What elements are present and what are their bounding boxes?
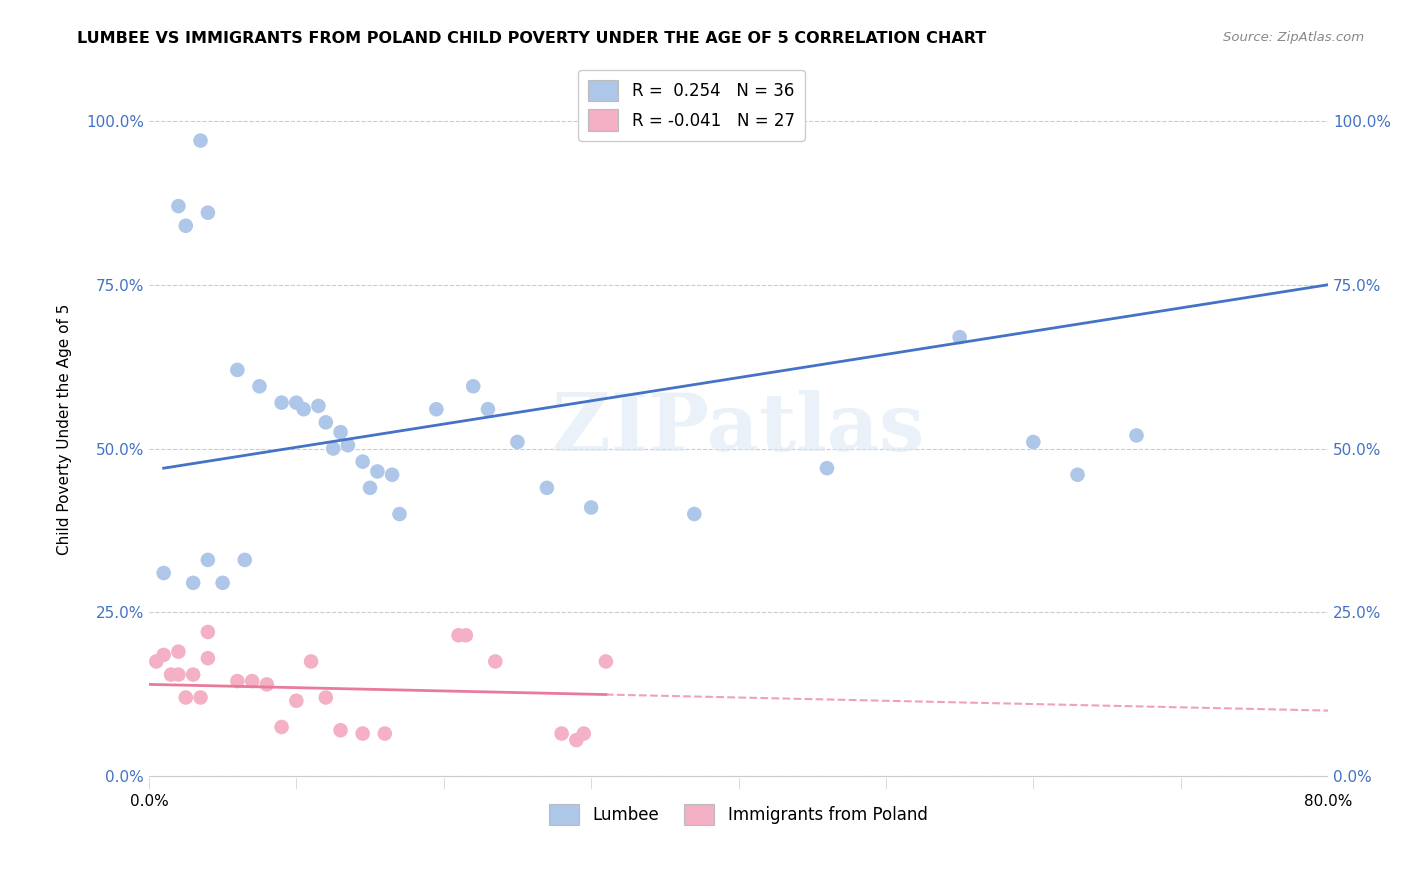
Point (174, 690, 197, 705)
Point (233, 553, 256, 567)
Point (1066, 467, 1088, 482)
Point (174, 219, 197, 233)
Point (454, 628, 477, 642)
Point (299, 655, 322, 669)
Point (447, 628, 470, 642)
Point (463, 379, 485, 393)
Point (381, 467, 404, 482)
Point (477, 402, 499, 417)
Point (197, 205, 219, 219)
Point (329, 723, 352, 738)
Point (352, 726, 374, 740)
Point (315, 415, 337, 429)
Point (322, 442, 344, 456)
Point (285, 694, 308, 708)
Point (270, 395, 292, 409)
Point (197, 624, 219, 639)
Point (285, 395, 308, 409)
Point (388, 507, 411, 521)
Point (352, 455, 374, 469)
Point (211, 575, 233, 590)
Point (240, 674, 263, 689)
Point (536, 481, 558, 495)
Point (315, 690, 337, 705)
Point (249, 379, 271, 393)
Text: Source: ZipAtlas.com: Source: ZipAtlas.com (1223, 31, 1364, 45)
Point (226, 674, 249, 689)
Point (145, 655, 167, 669)
Point (565, 733, 588, 747)
Point (270, 720, 292, 734)
Point (949, 330, 972, 344)
Text: LUMBEE VS IMMIGRANTS FROM POLAND CHILD POVERTY UNDER THE AGE OF 5 CORRELATION CH: LUMBEE VS IMMIGRANTS FROM POLAND CHILD P… (77, 31, 987, 46)
Point (815, 461, 838, 475)
Point (181, 575, 204, 590)
Point (683, 507, 706, 521)
Point (572, 726, 595, 740)
Point (336, 438, 359, 452)
Point (329, 425, 352, 439)
Point (359, 481, 381, 495)
Point (181, 667, 204, 681)
Point (152, 648, 174, 662)
Point (197, 651, 219, 665)
Point (550, 726, 572, 740)
Text: ZIPatlas: ZIPatlas (553, 390, 925, 468)
Point (425, 402, 447, 417)
Point (366, 465, 388, 479)
Point (197, 553, 219, 567)
Point (152, 566, 174, 580)
Point (506, 434, 529, 449)
Point (167, 645, 190, 659)
Point (1022, 434, 1045, 449)
Point (190, 134, 212, 148)
Point (226, 363, 249, 377)
Point (167, 199, 190, 213)
Point (190, 690, 212, 705)
Point (374, 726, 396, 740)
Y-axis label: Child Poverty Under the Age of 5: Child Poverty Under the Age of 5 (58, 303, 72, 555)
Point (484, 655, 506, 669)
Point (292, 402, 315, 417)
Point (256, 677, 278, 691)
Point (160, 667, 183, 681)
Point (579, 500, 602, 515)
Point (595, 655, 617, 669)
Legend: Lumbee, Immigrants from Poland: Lumbee, Immigrants from Poland (540, 794, 938, 835)
Point (167, 667, 190, 681)
Point (307, 399, 329, 413)
Point (1125, 428, 1147, 442)
